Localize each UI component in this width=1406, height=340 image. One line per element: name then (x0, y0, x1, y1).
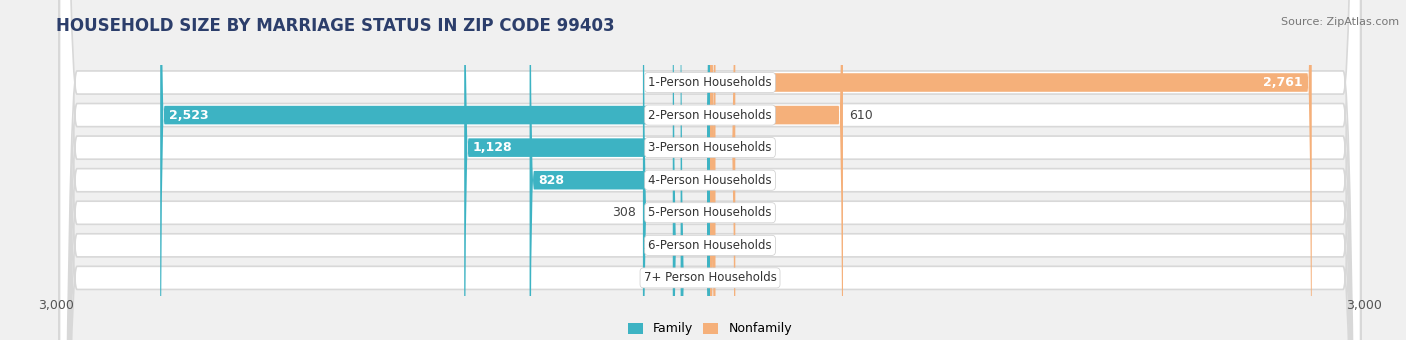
FancyBboxPatch shape (59, 0, 1361, 340)
Text: 3-Person Households: 3-Person Households (648, 141, 772, 154)
Text: 4: 4 (717, 239, 725, 252)
Text: 7+ Person Households: 7+ Person Households (644, 271, 776, 284)
FancyBboxPatch shape (530, 0, 710, 340)
FancyBboxPatch shape (710, 0, 716, 340)
FancyBboxPatch shape (59, 0, 1361, 340)
FancyBboxPatch shape (710, 0, 735, 340)
FancyBboxPatch shape (710, 0, 844, 340)
Text: 828: 828 (538, 174, 564, 187)
Text: 25: 25 (723, 174, 738, 187)
Text: 1,128: 1,128 (472, 141, 513, 154)
Text: 23: 23 (721, 206, 737, 219)
Text: Source: ZipAtlas.com: Source: ZipAtlas.com (1281, 17, 1399, 27)
FancyBboxPatch shape (59, 0, 1361, 340)
Text: 610: 610 (849, 108, 873, 122)
Text: 5-Person Households: 5-Person Households (648, 206, 772, 219)
Text: 2,523: 2,523 (169, 108, 208, 122)
FancyBboxPatch shape (464, 0, 710, 340)
FancyBboxPatch shape (160, 0, 710, 340)
Text: 1-Person Households: 1-Person Households (648, 76, 772, 89)
FancyBboxPatch shape (672, 0, 710, 340)
Text: 116: 116 (742, 141, 765, 154)
Text: 2-Person Households: 2-Person Households (648, 108, 772, 122)
Text: 135: 135 (651, 271, 673, 284)
Text: HOUSEHOLD SIZE BY MARRIAGE STATUS IN ZIP CODE 99403: HOUSEHOLD SIZE BY MARRIAGE STATUS IN ZIP… (56, 17, 614, 35)
FancyBboxPatch shape (59, 0, 1361, 340)
FancyBboxPatch shape (681, 0, 710, 340)
Text: 6-Person Households: 6-Person Households (648, 239, 772, 252)
Text: 2,761: 2,761 (1264, 76, 1303, 89)
Text: 171: 171 (643, 239, 666, 252)
FancyBboxPatch shape (707, 0, 714, 340)
FancyBboxPatch shape (710, 0, 1312, 340)
FancyBboxPatch shape (59, 0, 1361, 340)
Text: 4-Person Households: 4-Person Households (648, 174, 772, 187)
FancyBboxPatch shape (59, 0, 1361, 340)
Text: 308: 308 (613, 206, 637, 219)
FancyBboxPatch shape (59, 0, 1361, 340)
FancyBboxPatch shape (643, 0, 710, 340)
FancyBboxPatch shape (710, 0, 716, 340)
Legend: Family, Nonfamily: Family, Nonfamily (623, 318, 797, 340)
